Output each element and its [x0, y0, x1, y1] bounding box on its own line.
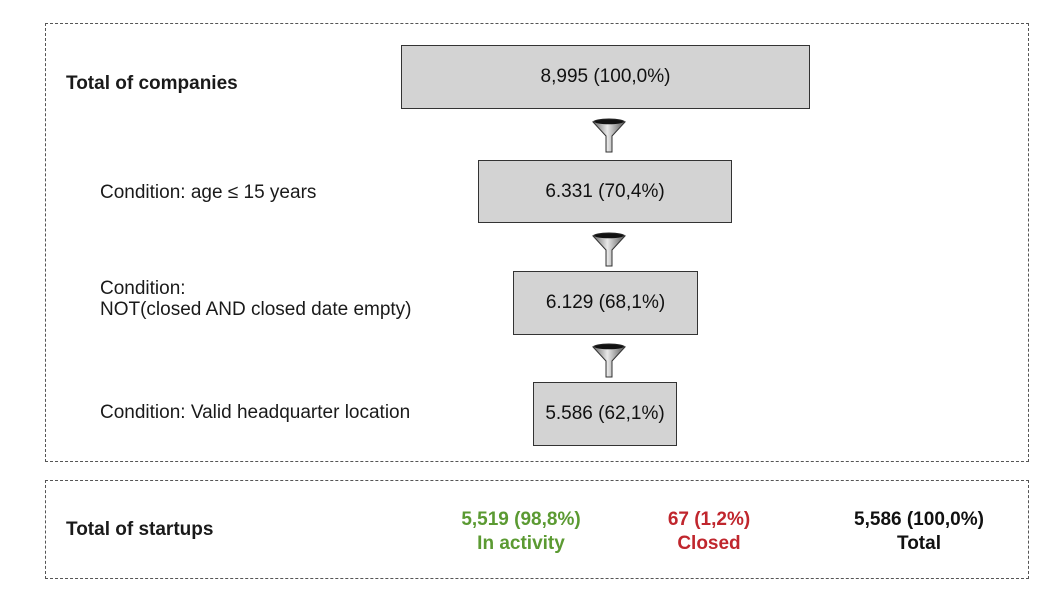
- stage-box-total: 8,995 (100,0%): [401, 45, 810, 109]
- stage-box-location: 5.586 (62,1%): [533, 382, 677, 446]
- stat-total-label: Total: [897, 533, 941, 554]
- condition-age: Condition: age ≤ 15 years: [100, 182, 317, 203]
- stat-active-value: 5,519 (98,8%): [461, 509, 581, 530]
- funnel-panel: [45, 23, 1029, 462]
- stat-active: 5,519 (98,8%) In activity: [441, 508, 601, 556]
- stage-box-closed: 6.129 (68,1%): [513, 271, 698, 335]
- funnel-icon: [592, 343, 626, 378]
- condition-closed-line2: NOT(closed AND closed date empty): [100, 299, 412, 320]
- stat-closed-label: Closed: [677, 533, 741, 554]
- stat-closed-value: 67 (1,2%): [667, 509, 751, 530]
- stat-total: 5,586 (100,0%) Total: [834, 508, 1004, 556]
- total-companies-label: Total of companies: [66, 73, 238, 94]
- funnel-icon: [592, 232, 626, 267]
- summary-panel: [45, 480, 1029, 579]
- condition-closed-line1: Condition:: [100, 278, 186, 299]
- stage-box-age: 6.331 (70,4%): [478, 160, 732, 223]
- condition-location: Condition: Valid headquarter location: [100, 402, 411, 423]
- stat-closed: 67 (1,2%) Closed: [639, 508, 779, 556]
- funnel-icon: [592, 118, 626, 153]
- total-startups-label: Total of startups: [66, 519, 214, 540]
- stat-total-value: 5,586 (100,0%): [854, 509, 984, 530]
- stat-active-label: In activity: [477, 533, 565, 554]
